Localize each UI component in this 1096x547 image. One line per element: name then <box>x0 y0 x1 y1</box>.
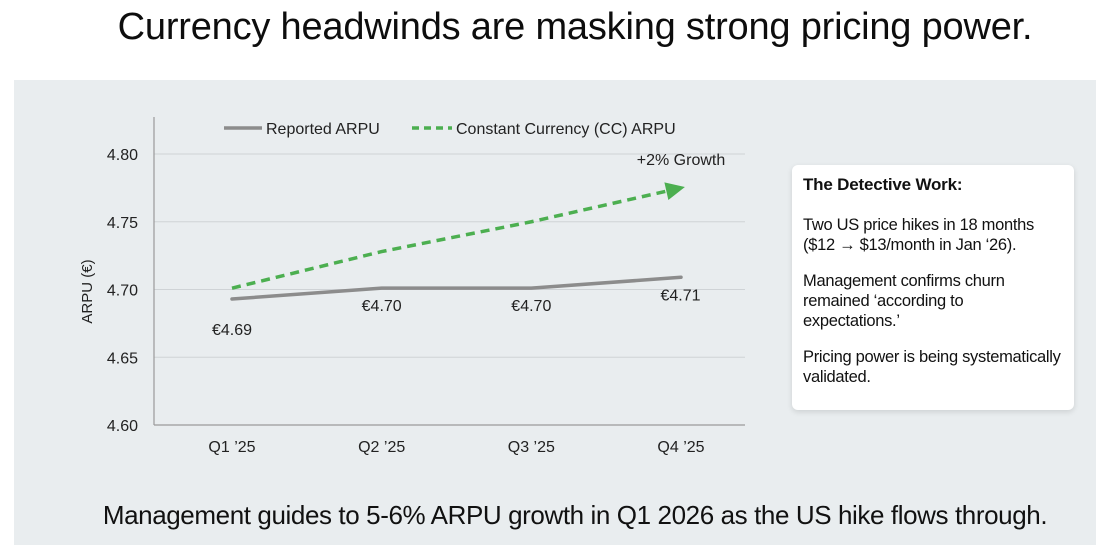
cc-growth-annotation: +2% Growth <box>637 152 725 169</box>
x-tick-label: Q3 ’25 <box>508 439 555 456</box>
cc-arpu-line <box>231 189 667 290</box>
reported-data-label: €4.69 <box>212 322 252 339</box>
callout-paragraph-price-hikes: Two US price hikes in 18 months ($12 → $… <box>803 216 1034 254</box>
y-tick-label: 4.60 <box>107 418 138 435</box>
reported-data-label: €4.70 <box>511 298 551 315</box>
axis-layer: 4.60 4.65 4.70 4.75 4.80 ARPU (€) Q1 ’25 Q2 ’25… <box>79 117 745 456</box>
callout-paragraph-pricing-power: Pricing power is being systematically va… <box>803 348 1061 386</box>
y-axis-label: ARPU (€) <box>79 259 96 323</box>
legend-label-reported: Reported ARPU <box>266 121 380 138</box>
series-layer <box>230 182 685 301</box>
callout-title: The Detective Work: <box>803 175 963 194</box>
page-title: Currency headwinds are masking strong pr… <box>117 6 1033 48</box>
x-tick-label: Q2 ’25 <box>358 439 405 456</box>
callout-paragraph-churn: Management confirms churn remained ‘acco… <box>803 272 1005 330</box>
grid-layer <box>154 153 745 358</box>
cc-arpu-arrowhead <box>664 182 685 200</box>
y-tick-label: 4.65 <box>107 350 138 367</box>
y-tick-label: 4.70 <box>107 283 138 300</box>
label-layer: +2% Growth €4.69 €4.70 €4.70 €4.71 <box>212 152 725 339</box>
reported-data-label: €4.70 <box>362 298 402 315</box>
detective-work-callout: The Detective Work: Two US price hikes i… <box>792 165 1074 410</box>
x-tick-label: Q4 ’25 <box>657 439 704 456</box>
arpu-line-chart: 4.60 4.65 4.70 4.75 4.80 ARPU (€) Q1 ’25 Q2 ’25… <box>79 117 745 456</box>
chart-panel: 4.60 4.65 4.70 4.75 4.80 ARPU (€) Q1 ’25 Q2 ’25… <box>14 80 1096 545</box>
reported-data-label: €4.71 <box>660 287 700 304</box>
y-tick-label: 4.75 <box>107 215 138 232</box>
x-tick-label: Q1 ’25 <box>208 439 255 456</box>
footer-caption: Management guides to 5-6% ARPU growth in… <box>102 500 1048 530</box>
legend-label-cc: Constant Currency (CC) ARPU <box>456 121 676 138</box>
reported-arpu-line <box>230 275 683 301</box>
legend: Reported ARPU Constant Currency (CC) ARPU <box>224 121 676 138</box>
y-tick-label: 4.80 <box>107 147 138 164</box>
